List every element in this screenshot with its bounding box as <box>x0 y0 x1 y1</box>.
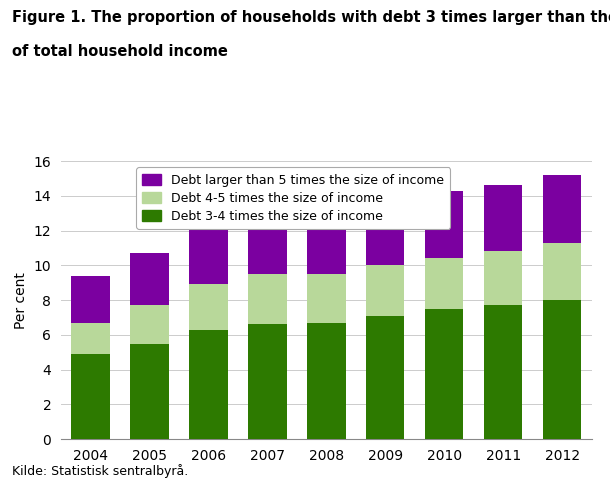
Bar <box>71 276 110 323</box>
Bar <box>425 191 464 259</box>
Bar <box>425 259 464 309</box>
Bar <box>484 185 522 251</box>
Text: Kilde: Statistisk sentralbyrå.: Kilde: Statistisk sentralbyrå. <box>12 464 188 478</box>
Text: Figure 1. The proportion of households with debt 3 times larger than the size: Figure 1. The proportion of households w… <box>12 10 610 25</box>
Bar <box>189 285 228 330</box>
Bar <box>366 316 404 439</box>
Bar <box>307 213 345 274</box>
Bar <box>248 211 287 274</box>
Bar <box>307 323 345 439</box>
Bar <box>131 344 168 439</box>
Text: of total household income: of total household income <box>12 44 228 59</box>
Bar <box>189 330 228 439</box>
Bar <box>366 265 404 316</box>
Bar <box>248 325 287 439</box>
Bar <box>484 305 522 439</box>
Bar <box>366 198 404 265</box>
Bar <box>543 243 581 300</box>
Bar <box>71 354 110 439</box>
Legend: Debt larger than 5 times the size of income, Debt 4-5 times the size of income, : Debt larger than 5 times the size of inc… <box>136 167 451 229</box>
Bar <box>425 309 464 439</box>
Bar <box>543 175 581 243</box>
Bar <box>307 274 345 323</box>
Bar <box>71 323 110 354</box>
Bar <box>189 222 228 285</box>
Bar <box>248 274 287 325</box>
Bar <box>131 253 168 305</box>
Bar <box>484 251 522 305</box>
Bar <box>131 305 168 344</box>
Y-axis label: Per cent: Per cent <box>14 272 28 328</box>
Bar <box>543 300 581 439</box>
